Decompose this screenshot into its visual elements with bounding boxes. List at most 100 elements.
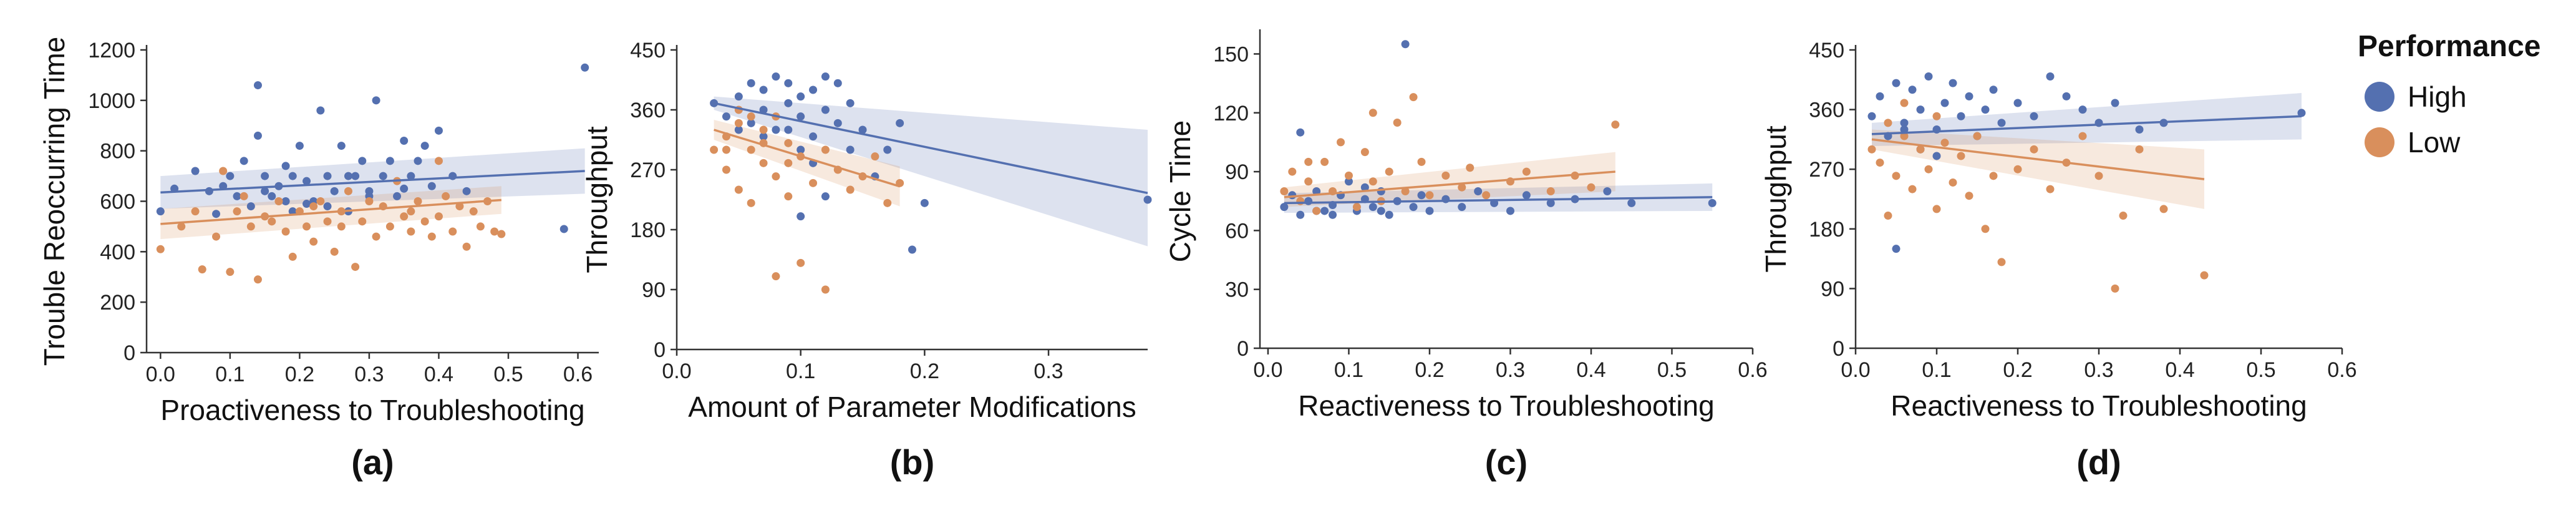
x-tick-label: 0.5	[493, 363, 523, 386]
data-point-high	[268, 192, 276, 200]
data-point-low	[414, 197, 422, 205]
data-point-low	[1304, 157, 1313, 166]
data-point-low	[1867, 145, 1876, 154]
data-point-low	[1900, 99, 1909, 107]
data-point-low	[1312, 207, 1321, 215]
panel-1: 0.0 0.1 0.2 0.3 0.4 0.5 0.6 0 200 400 600 800 1000 12…	[38, 37, 599, 482]
data-point-high	[1900, 125, 1909, 134]
data-point-low	[1940, 139, 1949, 147]
legend-marker-low	[2365, 127, 2394, 157]
trend-line-high	[160, 170, 585, 194]
data-point-high	[316, 106, 325, 115]
data-point-low	[372, 232, 380, 241]
data-point-low	[871, 152, 879, 161]
data-point-low	[2078, 132, 2087, 140]
y-tick-label: 450	[1809, 39, 1844, 62]
data-point-high	[1965, 92, 1973, 100]
data-point-low	[323, 217, 332, 226]
data-point-high	[797, 112, 805, 121]
data-point-high	[385, 157, 394, 165]
data-point-high	[1900, 119, 1909, 127]
chart-panels: 0.0 0.1 0.2 0.3 0.4 0.5 0.60200400600800100012…	[38, 29, 2357, 482]
y-tick-label: 90	[1225, 160, 1249, 184]
data-point-low	[1900, 132, 1909, 140]
data-point-high	[1981, 105, 1990, 114]
data-point-high	[1329, 210, 1337, 219]
data-point-high	[1627, 198, 1636, 207]
data-point-high	[772, 125, 780, 134]
data-point-low	[358, 217, 367, 226]
data-point-high	[434, 126, 443, 135]
data-point-low	[303, 222, 311, 231]
data-point-high	[1924, 72, 1933, 81]
data-point-low	[420, 217, 429, 226]
data-point-low	[288, 252, 297, 261]
panel-3: 0.0 0.1 0.2 0.3 0.4 0.5 0.6 0 30 60 90 120 150 Reacti…	[1164, 29, 1768, 482]
x-tick-label: 0.0	[662, 359, 691, 383]
data-point-low	[365, 197, 374, 205]
data-point-high	[1296, 128, 1305, 137]
data-point-high	[351, 172, 360, 180]
data-point-high	[2135, 125, 2144, 134]
data-point-low	[1876, 159, 1884, 167]
legend: Performance High Low	[2358, 30, 2540, 159]
y-tick-label: 30	[1225, 278, 1249, 302]
data-point-high	[747, 79, 755, 87]
data-point-low	[2159, 205, 2168, 213]
y-tick-label: 270	[1809, 158, 1844, 182]
data-point-low	[2094, 172, 2103, 180]
y-tick-label: 0	[654, 338, 666, 362]
data-point-low	[734, 185, 743, 194]
data-point-low	[1288, 167, 1297, 176]
data-point-high	[809, 132, 818, 141]
data-point-low	[747, 112, 755, 121]
data-point-high	[1143, 195, 1152, 204]
data-point-high	[393, 192, 402, 200]
data-point-high	[1932, 152, 1941, 160]
data-point-high	[1320, 207, 1329, 215]
data-point-high	[883, 145, 892, 154]
x-axis-label: Proactiveness to Troubleshooting	[160, 394, 584, 426]
data-point-low	[883, 198, 892, 207]
data-point-high	[295, 142, 304, 150]
x-tick-label: 0.4	[1576, 358, 1605, 382]
data-point-high	[1401, 40, 1410, 49]
data-point-high	[191, 167, 200, 175]
data-point-high	[303, 177, 311, 185]
data-point-high	[233, 192, 241, 200]
data-point-high	[2013, 99, 2022, 107]
y-tick-label: 90	[642, 278, 666, 302]
x-axis-label: Amount of Parameter Modifications	[688, 391, 1136, 423]
data-point-high	[1892, 79, 1901, 87]
data-point-low	[1320, 157, 1329, 166]
y-tick-label: 450	[630, 39, 666, 62]
data-point-low	[1458, 183, 1466, 192]
data-point-high	[1280, 203, 1289, 212]
x-tick-label: 0.1	[786, 359, 815, 383]
legend-label-low: Low	[2408, 126, 2461, 159]
y-tick-label: 1000	[88, 89, 135, 113]
data-point-low	[821, 285, 830, 294]
data-point-low	[2046, 185, 2055, 193]
data-point-low	[1957, 152, 1965, 160]
data-point-high	[858, 125, 867, 134]
data-point-low	[219, 167, 228, 175]
data-point-low	[1337, 138, 1345, 147]
y-tick-label: 360	[630, 99, 666, 122]
trend-line-high	[714, 102, 1148, 195]
data-point-low	[1997, 258, 2006, 266]
data-point-high	[420, 142, 429, 150]
x-axis-label: Reactiveness to Troubleshooting	[1298, 389, 1714, 422]
x-tick-label: 0.6	[2327, 358, 2356, 382]
data-point-low	[747, 198, 755, 207]
data-point-low	[330, 247, 339, 256]
data-point-low	[274, 197, 283, 205]
y-tick-label: 270	[630, 159, 666, 182]
data-point-high	[379, 172, 387, 180]
y-tick-label: 600	[100, 190, 135, 214]
data-point-low	[448, 227, 457, 236]
data-point-high	[908, 245, 916, 254]
data-point-high	[226, 172, 235, 180]
data-point-high	[1522, 191, 1531, 200]
y-tick-label: 180	[1809, 218, 1844, 242]
